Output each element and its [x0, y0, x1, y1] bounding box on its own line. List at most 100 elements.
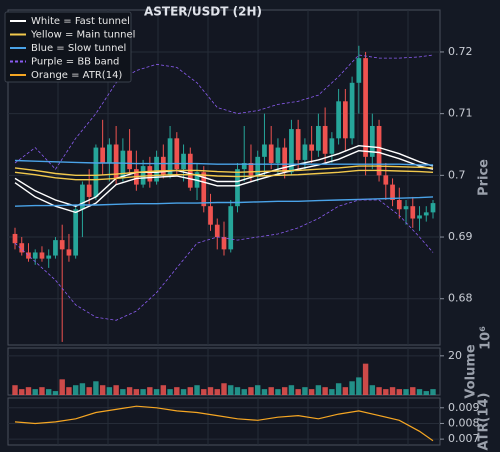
volume-bar: [46, 389, 52, 395]
volume-bar: [369, 385, 376, 395]
candle-body: [39, 252, 45, 259]
volume-bar: [12, 385, 18, 395]
y-axis-label: Volume: [464, 344, 479, 399]
legend-label: Purple = BB band: [31, 57, 119, 68]
volume-bar: [160, 385, 167, 395]
candle-body: [66, 249, 72, 256]
candle-body: [127, 150, 132, 170]
candle-body: [221, 237, 227, 250]
volume-bar: [410, 387, 416, 395]
atr-line: [14, 405, 434, 442]
volume-bar: [288, 385, 295, 395]
candle-body: [80, 184, 85, 210]
candle-body: [181, 153, 186, 170]
candle-body: [289, 129, 294, 173]
tunnel-line: [14, 54, 434, 170]
candle-body: [268, 144, 274, 164]
panel: [7, 397, 441, 446]
candle-body: [255, 156, 261, 176]
chart-title: ASTER/USDT (2H): [144, 5, 262, 19]
volume-bar: [167, 389, 173, 395]
volume-bar: [194, 385, 200, 395]
volume-bar: [153, 389, 160, 395]
volume-bar: [261, 389, 268, 395]
volume-bar: [106, 387, 113, 395]
volume-bar: [430, 389, 436, 395]
candle-body: [120, 150, 126, 179]
tunnel-line: [14, 165, 434, 176]
y-tick-label: 0.69: [448, 230, 473, 243]
volume-bar: [19, 389, 25, 395]
tunnel-line: [14, 149, 434, 214]
volume-bar: [39, 387, 45, 395]
volume-bar: [93, 381, 99, 395]
candle-body: [363, 58, 368, 157]
candle-body: [160, 156, 166, 176]
volume-bar: [308, 389, 315, 395]
volume-bar: [113, 385, 119, 395]
candle-body: [396, 200, 402, 210]
candle-body: [403, 206, 409, 210]
y-tick-label: 0.68: [448, 292, 473, 305]
legend-label: Blue = Slow tunnel: [31, 43, 126, 54]
volume-bar: [268, 387, 274, 395]
candle-body: [26, 252, 31, 259]
volume-bar: [133, 389, 140, 395]
volume-bar: [99, 385, 106, 395]
volume-bar: [32, 389, 38, 395]
y-axis-label: Price: [477, 159, 492, 196]
candle-body: [302, 144, 308, 160]
volume-bar: [403, 389, 409, 395]
volume-bar: [295, 389, 301, 395]
volume-bar: [72, 385, 79, 395]
candle-body: [113, 144, 119, 179]
candle-body: [147, 166, 153, 182]
tunnel-line: [14, 144, 434, 207]
volume-bar: [396, 389, 402, 395]
candle-body: [322, 125, 328, 154]
candle-body: [356, 58, 362, 83]
candle-body: [12, 233, 18, 244]
candle-body: [369, 125, 375, 157]
candle-body: [390, 184, 395, 201]
candle-body: [336, 101, 341, 139]
volume-bar: [423, 391, 429, 395]
candle-body: [241, 163, 247, 170]
volume-bar: [376, 387, 382, 395]
volume-bar: [241, 389, 247, 395]
volume-bar: [275, 389, 281, 395]
volume-bar: [147, 387, 153, 395]
volume-bar: [335, 383, 342, 395]
candle-body: [342, 101, 348, 139]
candle-body: [410, 206, 416, 219]
candle-body: [349, 82, 355, 139]
y-tick-label: 0.71: [448, 107, 473, 120]
candle-body: [417, 215, 422, 219]
y-tick-label: 0.009: [448, 401, 480, 414]
volume-bar: [207, 387, 214, 395]
tunnel-line: [14, 159, 433, 166]
volume-bar: [140, 389, 146, 395]
volume-bar: [302, 387, 308, 395]
y-tick-label: 20: [448, 349, 462, 362]
tunnel-line: [14, 169, 434, 181]
candle-body: [19, 243, 25, 253]
legend-label: White = Fast tunnel: [31, 16, 130, 27]
candle-body: [154, 156, 159, 182]
candle-body: [316, 125, 321, 151]
volume-bar: [221, 383, 227, 395]
volume-bar: [174, 387, 180, 395]
tunnel-line: [14, 196, 434, 207]
y-tick-label: 0.7: [448, 168, 466, 181]
volume-bar: [228, 385, 234, 395]
volume-bar: [52, 391, 59, 395]
candle-body: [228, 206, 234, 250]
candle-body: [262, 144, 267, 157]
y-tick-label: 0.008: [448, 416, 480, 429]
legend: White = Fast tunnel Yellow = Main tunnel B…: [4, 11, 135, 83]
candle-body: [201, 172, 207, 207]
volume-bar: [86, 387, 92, 395]
candle-body: [174, 138, 180, 170]
volume-bar: [248, 387, 254, 395]
